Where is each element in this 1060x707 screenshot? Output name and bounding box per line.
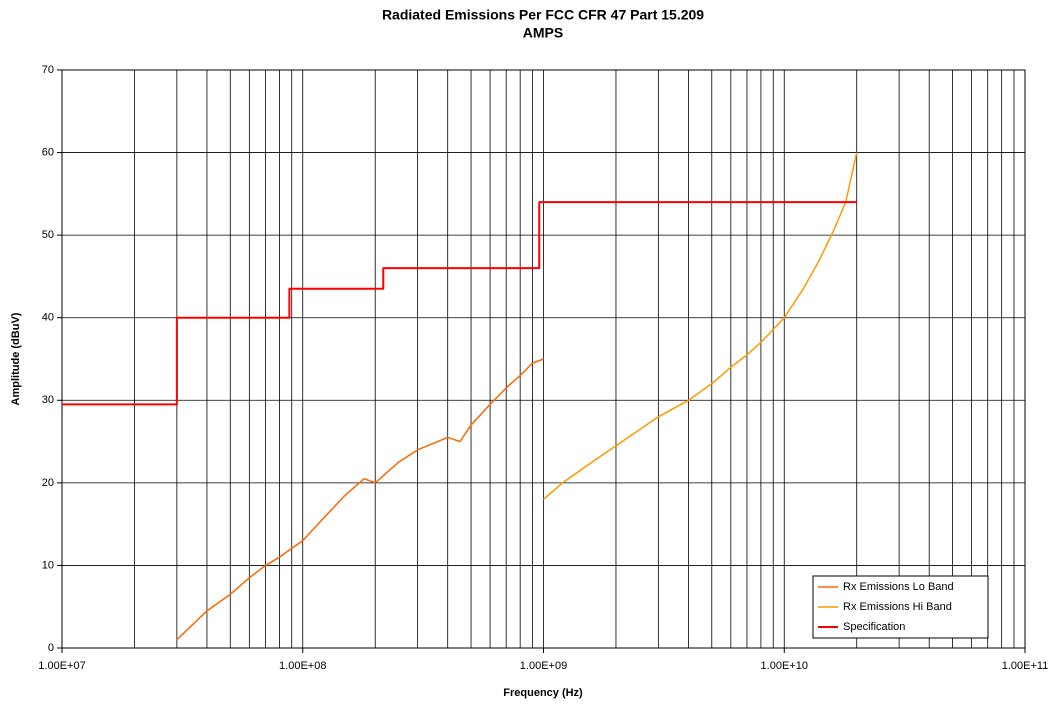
series-line [62, 201, 857, 406]
y-tick-label: 70 [42, 64, 54, 76]
series-line [176, 358, 544, 641]
x-tick-label: 1.00E+07 [38, 660, 85, 672]
chart-subtitle: AMPS [523, 25, 563, 41]
y-tick-label: 30 [42, 394, 54, 406]
y-tick-label: 10 [42, 559, 54, 571]
x-tick-label: 1.00E+10 [761, 660, 808, 672]
legend-label: Specification [843, 621, 905, 633]
y-tick-label: 0 [48, 642, 54, 654]
x-tick-label: 1.00E+11 [1002, 660, 1049, 672]
x-tick-label: 1.00E+09 [520, 660, 567, 672]
legend-label: Rx Emissions Hi Band [843, 601, 952, 613]
y-tick-label: 20 [42, 477, 54, 489]
x-tick-label: 1.00E+08 [279, 660, 326, 672]
legend-label: Rx Emissions Lo Band [843, 581, 954, 593]
y-tick-label: 60 [42, 146, 54, 158]
plot-border [61, 69, 1026, 649]
y-tick-label: 40 [42, 312, 54, 324]
y-tick-label: 50 [42, 229, 54, 241]
series-line [543, 152, 858, 500]
x-axis-label: Frequency (Hz) [503, 687, 583, 699]
y-axis-label: Amplitude (dBuV) [10, 312, 22, 405]
legend-box [812, 575, 989, 639]
chart-title: Radiated Emissions Per FCC CFR 47 Part 1… [382, 7, 704, 23]
